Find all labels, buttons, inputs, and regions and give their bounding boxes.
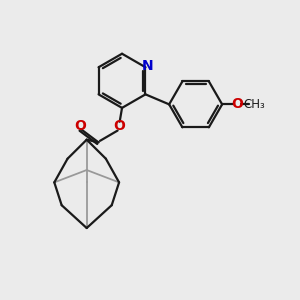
Text: CH₃: CH₃	[243, 98, 265, 111]
Text: N: N	[142, 59, 153, 74]
Text: O: O	[113, 119, 125, 133]
Text: O: O	[74, 119, 86, 133]
Text: O: O	[231, 98, 243, 111]
